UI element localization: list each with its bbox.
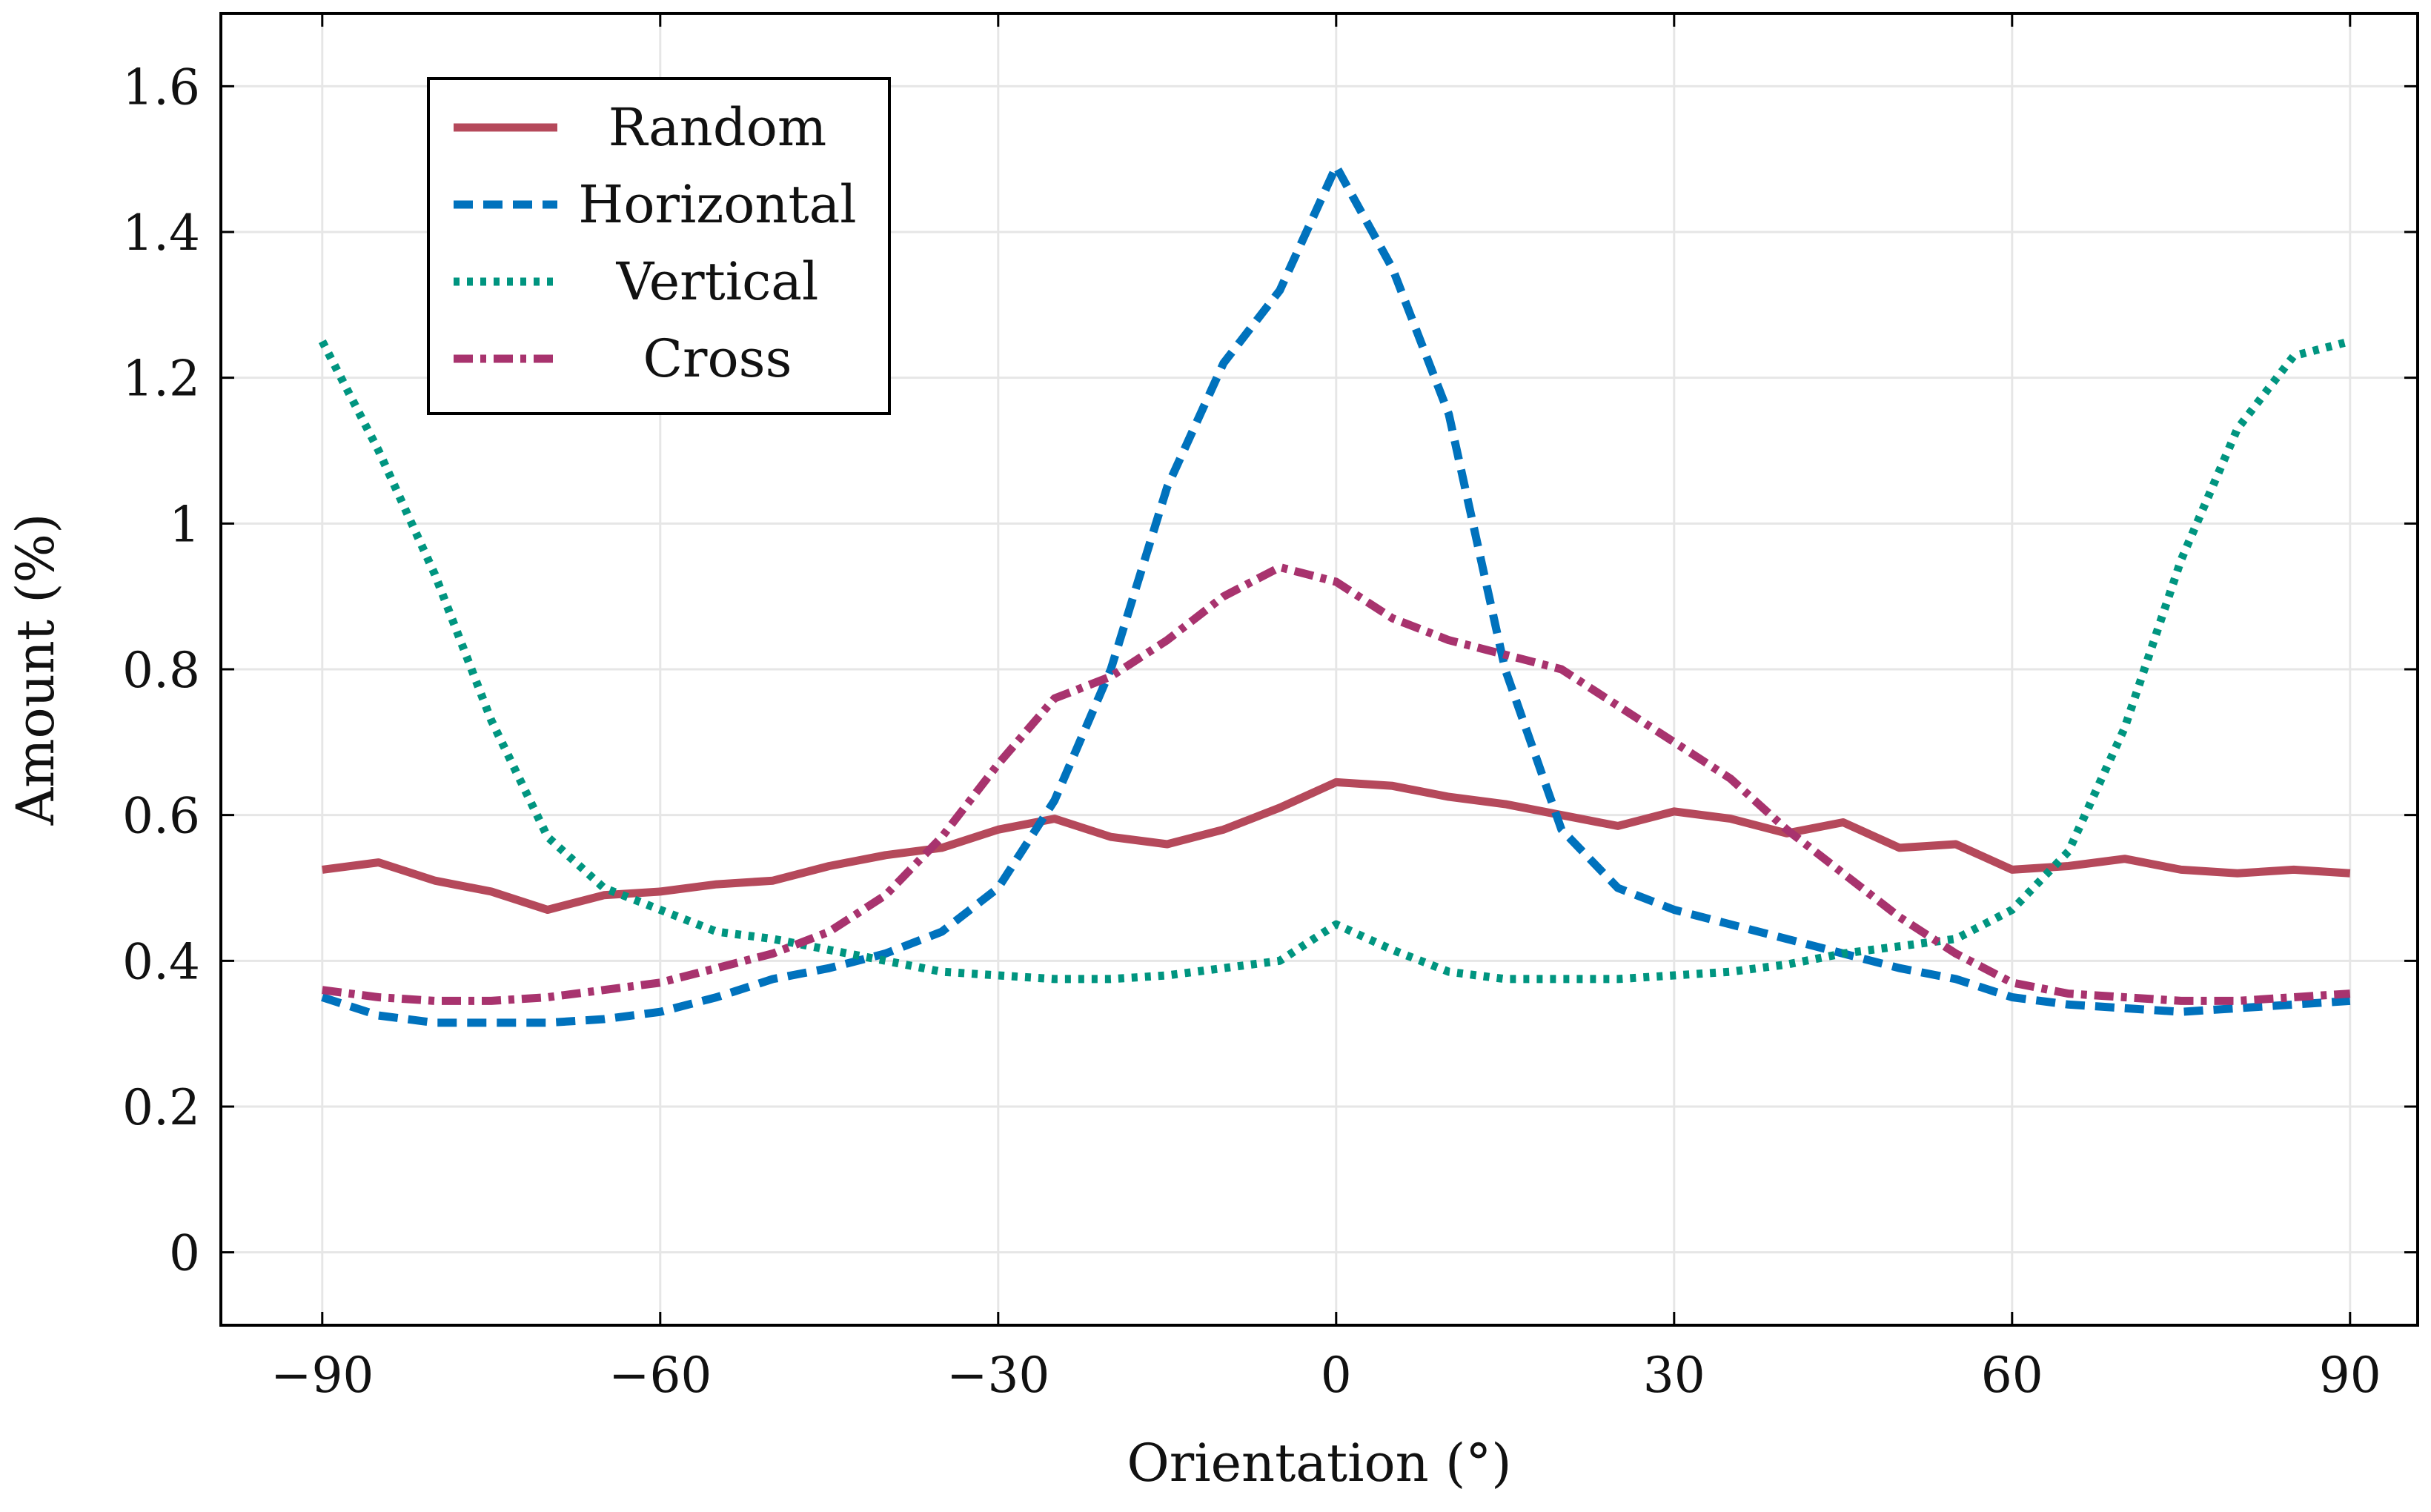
x-tick-labels: −90 −60 −30 0 30 60 90 <box>271 1347 2381 1404</box>
legend-label-horizontal: Horizontal <box>578 174 856 235</box>
x-tick-label: −60 <box>608 1347 712 1404</box>
x-tick-label: −90 <box>271 1347 374 1404</box>
series-lines <box>318 162 2352 1027</box>
axis-ticks <box>221 13 2418 1325</box>
y-tick-label: 0.8 <box>122 642 200 699</box>
x-tick-label: −30 <box>946 1347 1049 1404</box>
legend-label-cross: Cross <box>643 328 792 389</box>
y-tick-label: 0 <box>169 1225 200 1282</box>
series-line-horizontal <box>321 162 2351 1027</box>
legend: Random Horizontal Vertical Cross <box>427 77 891 415</box>
x-tick-label: 60 <box>1981 1347 2043 1404</box>
x-axis-label: Orientation (°) <box>1127 1433 1511 1493</box>
series-line-vertical <box>318 337 2352 984</box>
series-line-random <box>322 777 2351 914</box>
y-tick-labels: 0 0.2 0.4 0.6 0.8 1 1.2 1.4 1.6 <box>122 59 200 1281</box>
y-tick-label: 0.2 <box>122 1079 200 1136</box>
y-tick-label: 0.6 <box>122 788 200 845</box>
y-tick-label: 1.2 <box>122 351 200 408</box>
legend-label-vertical: Vertical <box>616 251 819 312</box>
y-tick-label: 0.4 <box>122 933 200 990</box>
y-axis-label: Amount (%) <box>5 514 66 826</box>
y-tick-label: 1.6 <box>122 59 200 116</box>
x-tick-label: 30 <box>1643 1347 1705 1404</box>
legend-label-random: Random <box>608 97 826 158</box>
y-tick-label: 1.4 <box>122 205 200 262</box>
y-tick-label: 1 <box>169 496 200 553</box>
x-tick-label: 0 <box>1321 1347 1352 1404</box>
x-tick-label: 90 <box>2319 1347 2381 1404</box>
series-line-cross <box>322 563 2351 1005</box>
grid-lines <box>221 13 2418 1325</box>
